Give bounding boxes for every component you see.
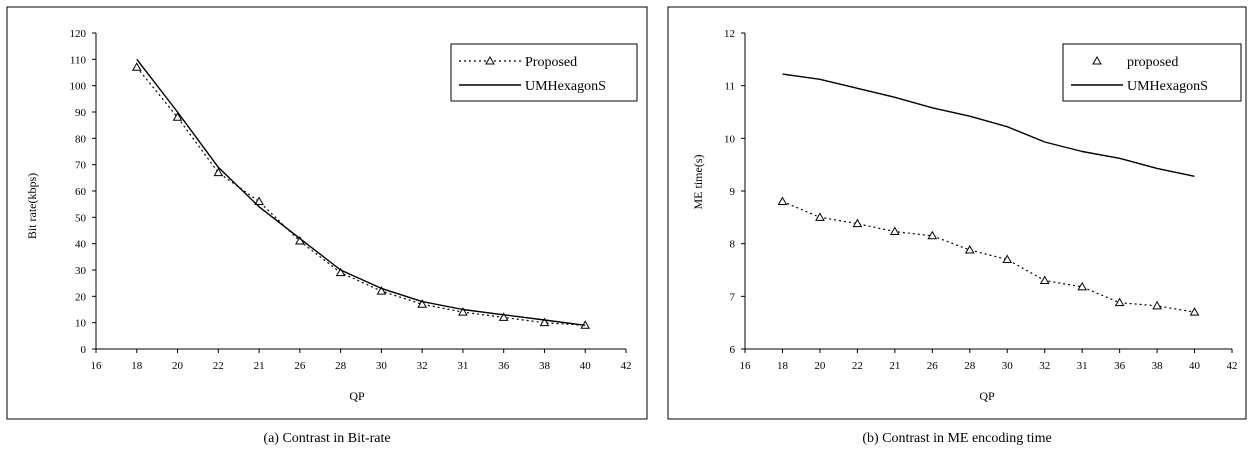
x-tick-label-me-time: 36: [1114, 360, 1126, 372]
data-point-proposed-bitrate: [376, 286, 387, 295]
series-line-umhexagons-bitrate: [136, 58, 586, 326]
data-point-proposed-me-time: [964, 244, 975, 254]
data-point-proposed-me-time: [1114, 297, 1125, 307]
x-tick-label-bitrate: 20: [172, 360, 184, 372]
x-tick-label-me-time: 30: [1002, 360, 1014, 372]
legend-marker-proposed-me-time: [1092, 55, 1102, 65]
x-tick-label-bitrate: 22: [213, 360, 224, 372]
data-point-proposed-bitrate: [254, 196, 264, 206]
legend-box-me-time: [1062, 43, 1242, 102]
chart-frame-me-time: [667, 6, 1247, 420]
y-tick-label-bitrate: 120: [70, 28, 87, 40]
chart-caption-me-time: (b) Contrast in ME encoding time: [862, 431, 1051, 446]
y-tick-label-bitrate: 0: [81, 344, 87, 356]
data-point-proposed-me-time: [1152, 300, 1162, 310]
x-tick-label-bitrate: 16: [91, 360, 103, 372]
legend-label-proposed-bitrate: Proposed: [525, 55, 577, 70]
data-point-proposed-bitrate: [131, 62, 142, 71]
data-point-proposed-me-time: [889, 226, 900, 236]
x-tick-label-bitrate: 38: [539, 360, 551, 372]
chart-panel-bitrate: 16 18 20 22 21 26 28 30 32 31 36 38 40 42 0 10 20 30 40 50 6…: [6, 6, 648, 446]
y-tick-label-me-time: 9: [730, 186, 736, 198]
plot-area-me-time: 16 18 20 22 21 26 28 30 32 31 36 38 40 42 6 7 8 9 10 11 12 pr…: [724, 28, 1242, 372]
x-tick-label-me-time: 21: [889, 360, 900, 372]
y-tick-label-bitrate: 70: [75, 160, 87, 172]
y-tick-label-bitrate: 20: [75, 291, 87, 303]
x-tick-label-me-time: 42: [1227, 360, 1238, 372]
data-point-proposed-bitrate: [498, 312, 509, 321]
data-point-proposed-me-time: [1077, 281, 1088, 291]
x-axis-label-me-time: QP: [979, 389, 995, 403]
y-tick-label-me-time: 7: [730, 291, 736, 303]
x-tick-label-bitrate: 36: [498, 360, 510, 372]
chart-panel-me-time: 16 18 20 22 21 26 28 30 32 31 36 38 40 42 6 7 8 9 10 11 12 pr…: [667, 6, 1247, 446]
x-tick-label-bitrate: 31: [457, 360, 468, 372]
legend-marker-proposed-bitrate: [485, 55, 495, 65]
y-tick-label-bitrate: 10: [75, 318, 87, 330]
x-tick-label-me-time: 18: [777, 360, 789, 372]
x-tick-label-me-time: 28: [964, 360, 976, 372]
y-tick-label-bitrate: 100: [70, 81, 87, 93]
x-tick-label-bitrate: 28: [335, 360, 347, 372]
y-tick-label-bitrate: 60: [75, 186, 87, 198]
y-tick-label-bitrate: 50: [75, 212, 87, 224]
data-point-proposed-me-time: [1189, 307, 1200, 316]
y-tick-label-bitrate: 90: [75, 107, 87, 119]
legend-label-umhexagons-bitrate: UMHexagonS: [525, 79, 606, 94]
y-tick-label-me-time: 11: [724, 81, 735, 93]
y-tick-label-bitrate: 110: [70, 54, 87, 66]
x-tick-label-me-time: 32: [1039, 360, 1050, 372]
data-point-proposed-bitrate: [417, 299, 428, 308]
data-point-proposed-me-time: [1039, 275, 1050, 285]
data-point-proposed-me-time: [852, 218, 863, 228]
x-tick-label-bitrate: 32: [417, 360, 428, 372]
data-point-proposed-bitrate: [172, 112, 183, 121]
data-point-proposed-me-time: [815, 212, 825, 221]
chart-frame-bitrate: [6, 6, 648, 420]
x-tick-label-bitrate: 18: [131, 360, 143, 372]
x-tick-label-me-time: 40: [1189, 360, 1201, 372]
x-tick-label-me-time: 16: [740, 360, 752, 372]
x-tick-label-me-time: 38: [1152, 360, 1164, 372]
data-point-proposed-bitrate: [458, 307, 468, 316]
y-axis-label-me-time: ME time(s): [691, 155, 705, 210]
x-tick-label-me-time: 22: [852, 360, 863, 372]
series-line-proposed-bitrate: [136, 66, 586, 326]
chart-caption-bitrate: (a) Contrast in Bit-rate: [263, 431, 390, 446]
legend-box-bitrate: [450, 43, 638, 102]
x-tick-label-me-time: 26: [927, 360, 939, 372]
data-point-proposed-me-time: [927, 230, 938, 240]
x-axis-label-bitrate: QP: [349, 389, 365, 403]
x-tick-label-bitrate: 42: [621, 360, 632, 372]
data-point-proposed-bitrate: [539, 317, 550, 327]
legend-label-umhexagons-me-time: UMHexagonS: [1127, 79, 1208, 94]
y-tick-label-me-time: 6: [730, 344, 736, 356]
x-tick-label-bitrate: 40: [580, 360, 592, 372]
legend-bitrate: Proposed UMHexagonS: [450, 43, 638, 102]
y-axis-label-bitrate: Bit rate(kbps): [25, 173, 39, 239]
series-line-proposed-me-time: [782, 200, 1195, 313]
x-tick-label-bitrate: 21: [254, 360, 265, 372]
data-point-proposed-bitrate: [213, 167, 224, 177]
data-point-proposed-me-time: [1002, 254, 1013, 263]
x-tick-label-me-time: 20: [814, 360, 826, 372]
plot-area-bitrate: 16 18 20 22 21 26 28 30 32 31 36 38 40 42 0 10 20 30 40 50 6…: [70, 28, 638, 372]
y-tick-label-bitrate: 40: [75, 239, 87, 251]
y-tick-label-bitrate: 30: [75, 265, 87, 277]
y-tick-label-me-time: 8: [730, 239, 736, 251]
y-tick-label-me-time: 12: [724, 28, 735, 40]
series-line-umhexagons-me-time: [782, 73, 1195, 177]
x-tick-label-bitrate: 30: [376, 360, 388, 372]
y-tick-label-me-time: 10: [724, 133, 736, 145]
data-point-proposed-me-time: [777, 196, 788, 206]
x-tick-label-me-time: 31: [1077, 360, 1088, 372]
y-tick-label-bitrate: 80: [75, 133, 87, 145]
legend-me-time: proposed UMHexagonS: [1062, 43, 1242, 102]
x-tick-label-bitrate: 26: [294, 360, 306, 372]
legend-label-proposed-me-time: proposed: [1127, 55, 1178, 70]
data-point-proposed-bitrate: [335, 267, 346, 277]
